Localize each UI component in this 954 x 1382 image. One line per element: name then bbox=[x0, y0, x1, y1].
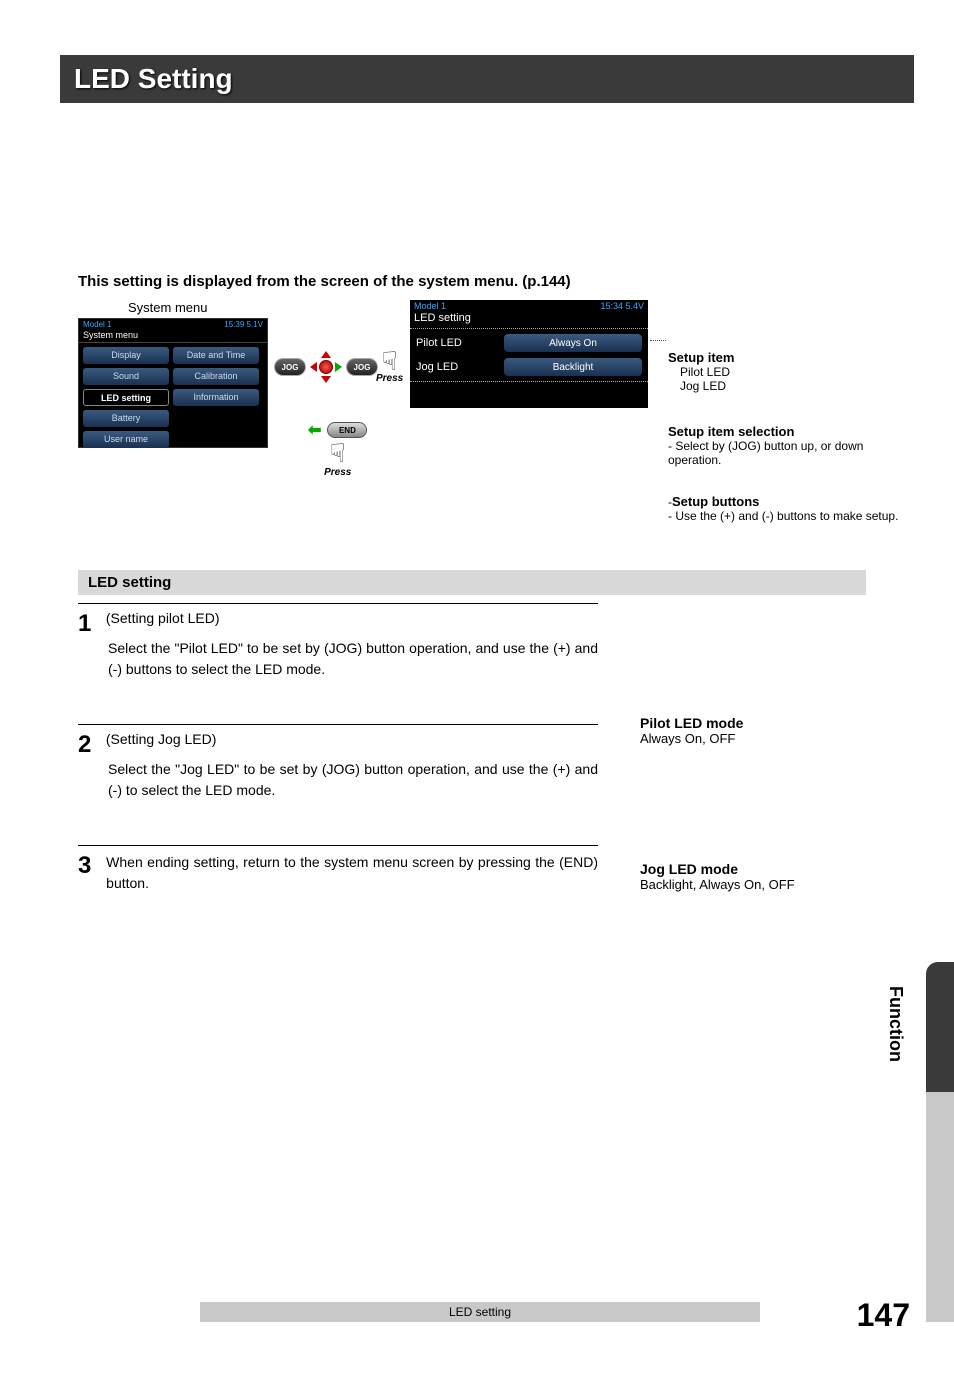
page-number: 147 bbox=[857, 1297, 910, 1334]
screen1-header-right: 15:39 5.1V bbox=[224, 320, 263, 329]
screen2-row: Jog LED Backlight bbox=[410, 355, 648, 379]
step: 3When ending setting, return to the syst… bbox=[78, 845, 598, 894]
menu-item: Information bbox=[173, 389, 259, 406]
step-number: 2 bbox=[78, 731, 102, 759]
screen1-menu-grid: DisplayDate and TimeSoundCalibrationLED … bbox=[79, 343, 267, 452]
annot1-line2: Jog LED bbox=[680, 379, 726, 393]
side-tab-dark bbox=[926, 962, 954, 1092]
annot3-title: Setup buttons bbox=[672, 494, 759, 509]
step-number: 3 bbox=[78, 852, 100, 894]
jog-arrow-col bbox=[310, 351, 342, 383]
hand-press-icon-2: ☟ bbox=[330, 442, 346, 465]
screen2-title: LED setting bbox=[410, 312, 648, 326]
menu-item: User name bbox=[83, 431, 169, 448]
annot2-title: Setup item selection bbox=[668, 424, 794, 439]
intro-text: This setting is displayed from the scree… bbox=[78, 273, 954, 290]
menu-item: Display bbox=[83, 347, 169, 364]
annotation-setup-item: Setup item Pilot LED Jog LED bbox=[668, 350, 908, 393]
system-menu-caption: System menu bbox=[128, 300, 207, 315]
screen2-header: Model 1 15:34 5.4V bbox=[410, 300, 648, 312]
menu-item: Battery bbox=[83, 410, 169, 427]
leader-line bbox=[650, 340, 666, 341]
step-body: When ending setting, return to the syste… bbox=[106, 852, 598, 894]
press-label-1: Press bbox=[376, 373, 403, 384]
menu-item: Calibration bbox=[173, 368, 259, 385]
arrow-left-icon bbox=[310, 362, 317, 372]
annot3-text: - Use the (+) and (-) buttons to make se… bbox=[668, 509, 898, 523]
jog-center-dot-icon bbox=[319, 360, 333, 374]
diagram-area: System menu Model 1 15:39 5.1V System me… bbox=[78, 300, 878, 550]
screen2-row: Pilot LED Always On bbox=[410, 331, 648, 355]
screen2-row-value: Backlight bbox=[504, 358, 642, 376]
screen2-row-value: Always On bbox=[504, 334, 642, 352]
arrow-up-icon bbox=[321, 351, 331, 358]
section-title: LED setting bbox=[78, 570, 866, 595]
step-body: Select the "Pilot LED" to be set by (JOG… bbox=[108, 638, 598, 680]
arrow-down-icon bbox=[321, 376, 331, 383]
screen2-row-label: Pilot LED bbox=[416, 337, 494, 349]
page-title: LED Setting bbox=[74, 63, 233, 94]
side-tab-label: Function bbox=[885, 986, 906, 1062]
sidenote2-title: Jog LED mode bbox=[640, 861, 738, 877]
step-number: 1 bbox=[78, 610, 102, 638]
step-rule bbox=[78, 845, 598, 846]
screen1-header: Model 1 15:39 5.1V bbox=[79, 319, 267, 330]
end-button-group: ⬅ END ☟ Press bbox=[308, 420, 367, 478]
step-head: (Setting Jog LED) bbox=[102, 731, 216, 747]
dotted-divider bbox=[410, 381, 648, 382]
system-menu-screen: Model 1 15:39 5.1V System menu DisplayDa… bbox=[78, 318, 268, 448]
dotted-divider bbox=[410, 328, 648, 329]
annot1-line1: Pilot LED bbox=[680, 365, 730, 379]
menu-item: Sound bbox=[83, 368, 169, 385]
jog-control-diagram: JOG JOG ☟ Press bbox=[274, 350, 403, 384]
jog-right-pill: JOG bbox=[346, 358, 378, 376]
side-tab bbox=[926, 962, 954, 1322]
step-rule bbox=[78, 603, 598, 604]
screen2-header-left: Model 1 bbox=[414, 301, 446, 311]
step-head: (Setting pilot LED) bbox=[102, 610, 220, 626]
step-body: Select the "Jog LED" to be set by (JOG) … bbox=[108, 759, 598, 801]
step: 1 (Setting pilot LED) Select the "Pilot L… bbox=[78, 603, 598, 680]
side-note-pilot: Pilot LED mode Always On, OFF bbox=[640, 715, 870, 746]
hand-press-icon: ☟ bbox=[382, 350, 398, 373]
sidenote1-text: Always On, OFF bbox=[640, 731, 735, 746]
menu-item: Date and Time bbox=[173, 347, 259, 364]
arrow-right-icon bbox=[335, 362, 342, 372]
screen2-header-right: 15:34 5.4V bbox=[600, 301, 644, 311]
sidenote1-title: Pilot LED mode bbox=[640, 715, 743, 731]
side-note-jog: Jog LED mode Backlight, Always On, OFF bbox=[640, 861, 870, 892]
page-title-bar: LED Setting bbox=[60, 55, 914, 103]
step-rule bbox=[78, 724, 598, 725]
screen1-subtitle: System menu bbox=[79, 330, 267, 343]
footer-bar: LED setting bbox=[200, 1302, 760, 1322]
menu-item: LED setting bbox=[83, 389, 169, 406]
annot1-title: Setup item bbox=[668, 350, 734, 365]
sidenote2-text: Backlight, Always On, OFF bbox=[640, 877, 795, 892]
led-setting-screen: Model 1 15:34 5.4V LED setting Pilot LED… bbox=[410, 300, 648, 408]
annotation-setup-selection: Setup item selection - Select by (JOG) b… bbox=[668, 424, 908, 467]
annot2-text: - Select by (JOG) button up, or down ope… bbox=[668, 439, 863, 467]
screen1-header-left: Model 1 bbox=[83, 320, 111, 329]
step: 2 (Setting Jog LED) Select the "Jog LED" … bbox=[78, 724, 598, 801]
green-arrow-icon: ⬅ bbox=[308, 420, 321, 440]
jog-left-pill: JOG bbox=[274, 358, 306, 376]
annotation-setup-buttons: -Setup buttons - Use the (+) and (-) but… bbox=[668, 494, 908, 523]
press-label-2: Press bbox=[324, 467, 351, 478]
screen2-row-label: Jog LED bbox=[416, 361, 494, 373]
end-button: END bbox=[327, 422, 367, 438]
